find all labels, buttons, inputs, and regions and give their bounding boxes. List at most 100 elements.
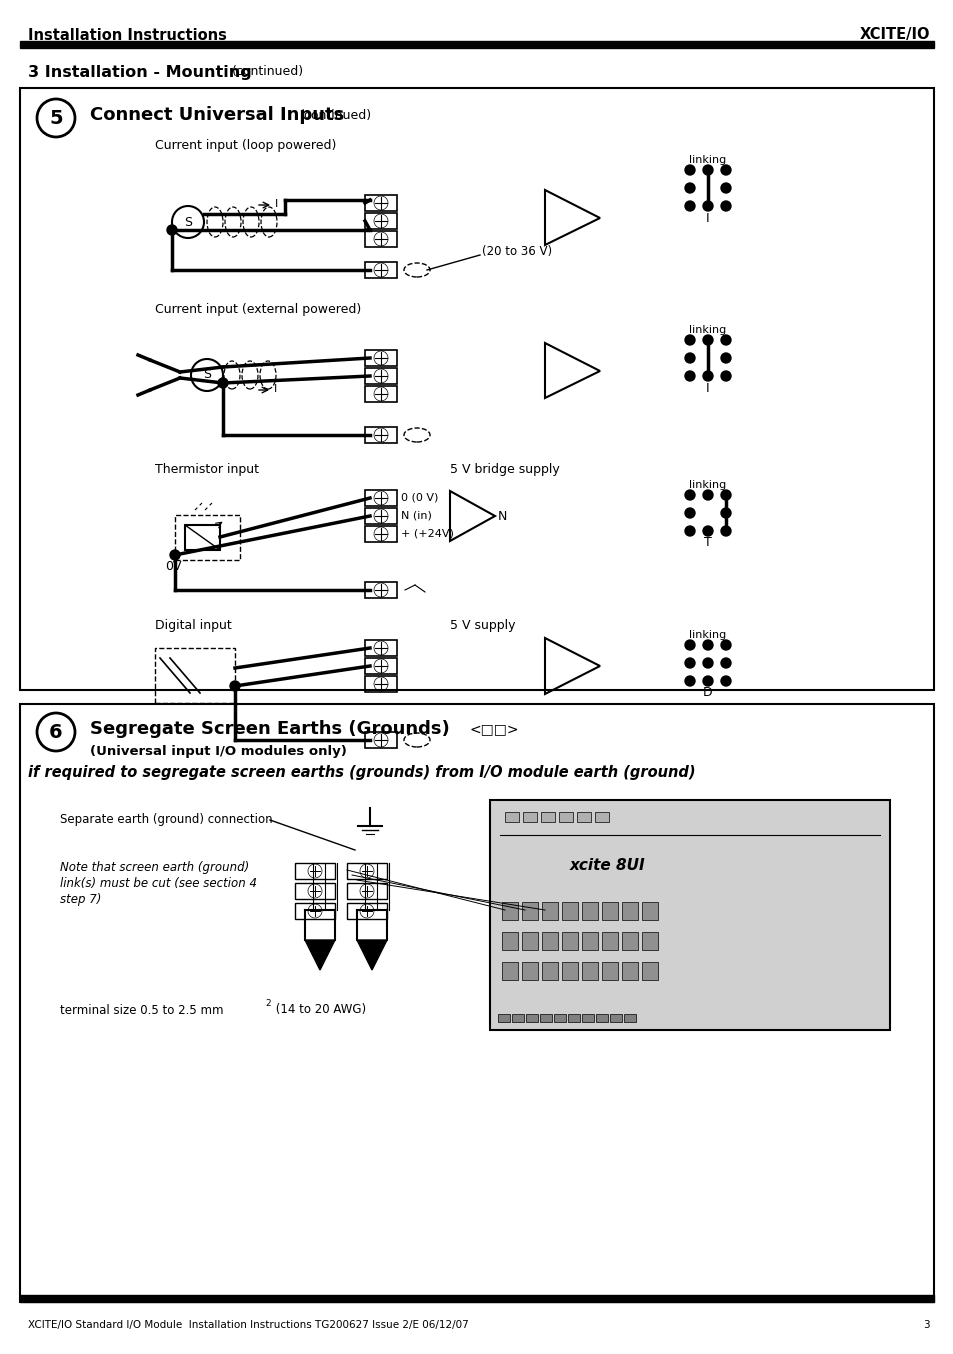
Text: 2: 2 [265, 998, 271, 1007]
Circle shape [37, 99, 75, 137]
Text: linking: linking [689, 481, 726, 490]
Circle shape [702, 334, 712, 345]
Bar [154, 649, 234, 703]
Bar [365, 368, 396, 385]
Text: 5: 5 [50, 108, 63, 127]
Bar [621, 902, 638, 919]
Text: + (+24V): + (+24V) [400, 529, 454, 539]
Bar [504, 812, 518, 822]
Text: linking: linking [689, 630, 726, 640]
Circle shape [702, 676, 712, 686]
Circle shape [720, 640, 730, 650]
Bar [365, 658, 396, 674]
Bar [601, 932, 618, 951]
Bar [641, 902, 658, 919]
Bar [365, 263, 396, 278]
Bar [581, 932, 598, 951]
Bar [581, 902, 598, 919]
Text: N (in): N (in) [400, 510, 432, 521]
Bar [521, 961, 537, 980]
Circle shape [720, 353, 730, 363]
Bar [521, 932, 537, 951]
Circle shape [684, 508, 695, 519]
Text: I: I [274, 199, 278, 209]
Circle shape [684, 525, 695, 536]
Bar [540, 812, 555, 822]
Text: (14 to 20 AWG): (14 to 20 AWG) [272, 1003, 366, 1017]
Text: step 7): step 7) [60, 894, 101, 906]
Bar [581, 1014, 594, 1022]
Text: 0 (0 V): 0 (0 V) [400, 493, 438, 502]
Bar [20, 50, 933, 53]
Circle shape [684, 371, 695, 380]
Text: Note that screen earth (ground): Note that screen earth (ground) [60, 861, 249, 875]
Circle shape [720, 183, 730, 194]
Text: Segregate Screen Earths (Grounds): Segregate Screen Earths (Grounds) [90, 720, 449, 738]
Text: (continued): (continued) [299, 108, 372, 122]
Text: N: N [497, 509, 507, 523]
Bar [541, 902, 558, 919]
Circle shape [720, 676, 730, 686]
Text: Current input (external powered): Current input (external powered) [154, 303, 361, 317]
Bar [497, 1014, 510, 1022]
Bar [541, 961, 558, 980]
Bar [20, 1304, 933, 1307]
Text: <□□>: <□□> [470, 722, 519, 737]
Bar [365, 525, 396, 542]
Bar [365, 508, 396, 524]
Text: Installation Instructions: Installation Instructions [28, 27, 227, 42]
Bar [365, 582, 396, 598]
Bar [20, 704, 933, 1303]
Circle shape [702, 640, 712, 650]
Circle shape [684, 658, 695, 668]
Bar [623, 1014, 636, 1022]
Text: if required to segregate screen earths (grounds) from I/O module earth (ground): if required to segregate screen earths (… [28, 765, 695, 780]
Text: 5 V bridge supply: 5 V bridge supply [450, 463, 559, 477]
Bar [294, 903, 335, 919]
Bar [539, 1014, 552, 1022]
Bar [347, 903, 387, 919]
Circle shape [684, 353, 695, 363]
Bar [501, 961, 517, 980]
Bar [567, 1014, 579, 1022]
Circle shape [720, 658, 730, 668]
Bar [561, 932, 578, 951]
Bar [577, 812, 590, 822]
Circle shape [720, 200, 730, 211]
Circle shape [218, 378, 228, 389]
Bar [365, 490, 396, 506]
Text: link(s) must be cut (see section 4: link(s) must be cut (see section 4 [60, 877, 256, 891]
Text: S: S [184, 215, 192, 229]
Text: I: I [705, 211, 709, 225]
Text: linking: linking [689, 325, 726, 334]
Bar [501, 932, 517, 951]
Bar [558, 812, 573, 822]
Circle shape [684, 165, 695, 175]
Bar [554, 1014, 565, 1022]
Circle shape [37, 714, 75, 751]
Circle shape [230, 681, 240, 691]
Text: Separate earth (ground) connection: Separate earth (ground) connection [60, 814, 273, 826]
Polygon shape [356, 940, 387, 969]
Circle shape [170, 550, 180, 561]
Circle shape [720, 508, 730, 519]
Circle shape [684, 334, 695, 345]
Circle shape [702, 200, 712, 211]
Text: Thermistor input: Thermistor input [154, 463, 258, 477]
Circle shape [684, 676, 695, 686]
Circle shape [167, 225, 177, 236]
Bar [365, 733, 396, 747]
Circle shape [720, 371, 730, 380]
Text: xcite 8UI: xcite 8UI [569, 857, 645, 872]
Bar [521, 902, 537, 919]
Bar [609, 1014, 621, 1022]
Circle shape [172, 206, 204, 238]
Circle shape [684, 640, 695, 650]
Bar [365, 676, 396, 692]
Bar [20, 41, 933, 47]
Circle shape [684, 200, 695, 211]
Bar [365, 640, 396, 655]
Text: (continued): (continued) [232, 65, 304, 79]
Bar [601, 961, 618, 980]
Bar [595, 812, 608, 822]
